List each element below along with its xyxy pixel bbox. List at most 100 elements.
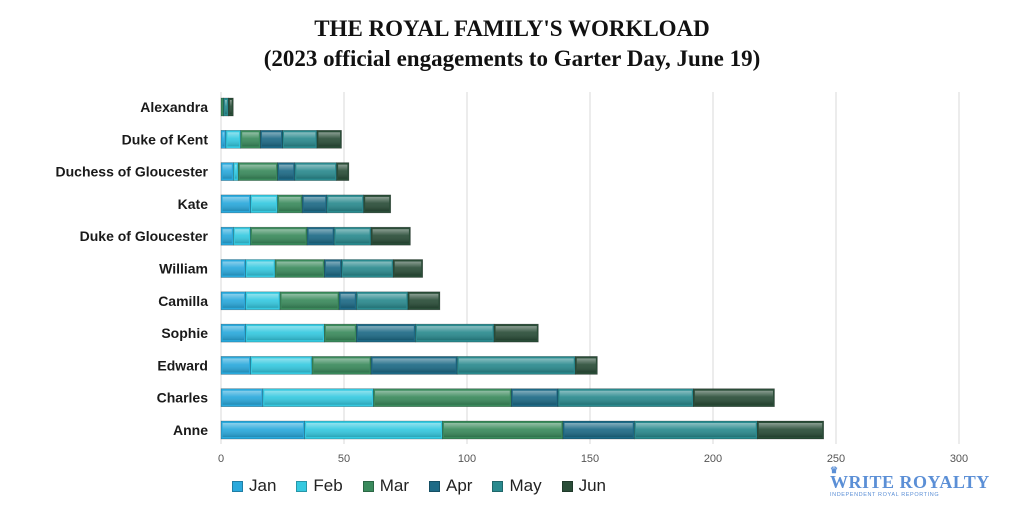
bar-segment-shine — [222, 196, 250, 211]
category-label: Charles — [157, 390, 209, 406]
x-tick-label-100: 100 — [458, 453, 476, 465]
bar-segment-shine — [416, 326, 493, 341]
legend-item-feb: Feb — [296, 476, 343, 496]
bar-segment-shine — [247, 326, 323, 341]
category-label: Duke of Gloucester — [80, 228, 209, 244]
x-tick-labels: 0 50 100 150 200 250 300 — [218, 453, 968, 465]
bar-segment-shine — [357, 326, 414, 341]
bar-segment-shine — [335, 229, 370, 244]
bar-segment-shine — [318, 132, 341, 147]
bar-segment-shine — [222, 229, 232, 244]
category-label: Edward — [157, 357, 208, 373]
bar-segment-mar — [220, 97, 224, 117]
bar-segment-shine — [340, 293, 355, 308]
legend: Jan Feb Mar Apr May Jun — [232, 476, 606, 496]
bar-segment-shine — [229, 100, 232, 114]
bar-segment-shine — [694, 390, 773, 405]
bar-segment-shine — [239, 164, 277, 179]
bar-segment-shine — [343, 261, 392, 276]
legend-item-jan: Jan — [232, 476, 276, 496]
legend-item-jun: Jun — [561, 476, 607, 496]
legend-label: Apr — [446, 476, 473, 495]
bar-segment-shine — [512, 390, 557, 405]
bar-segment-shine — [758, 423, 823, 437]
legend-item-mar: Mar — [362, 476, 409, 496]
category-label: Kate — [178, 196, 209, 212]
crown-icon: ♛ — [830, 465, 839, 475]
x-tick-label-50: 50 — [338, 453, 350, 465]
bar-segment-shine — [313, 358, 370, 373]
bar-segment-shine — [338, 164, 348, 179]
bar-segment-shine — [242, 132, 259, 147]
bar-segment-shine — [564, 423, 633, 437]
bar-segment-shine — [247, 293, 279, 308]
chart-title: THE ROYAL FAMILY'S WORKLOAD (2023 offici… — [0, 14, 1024, 74]
legend-swatch — [492, 480, 504, 492]
legend-label: Feb — [313, 476, 343, 495]
bar-segment-shine — [252, 229, 306, 244]
category-label: Camilla — [158, 293, 208, 309]
bar-segment-shine — [279, 196, 301, 211]
bar-segment-shine — [222, 261, 245, 276]
bar-segment-shine — [394, 261, 422, 276]
bar-segment-shine — [252, 358, 311, 373]
bar-segment-shine — [576, 358, 596, 373]
bar-segment-shine — [328, 196, 363, 211]
bar-segment-shine — [559, 390, 692, 405]
legend-item-apr: Apr — [429, 476, 472, 496]
brand-name: ♛ WRITE ROYALTY — [830, 465, 990, 493]
bar-segment-shine — [325, 261, 341, 276]
bar-segment-shine — [222, 293, 245, 308]
x-tick-label-250: 250 — [827, 453, 845, 465]
bar-segment-shine — [325, 326, 355, 341]
x-tick-label-300: 300 — [950, 453, 968, 465]
bar-segment-shine — [284, 132, 316, 147]
bar-segment-shine — [365, 196, 390, 211]
bar-segment-shine — [252, 196, 277, 211]
category-label: William — [159, 261, 208, 277]
legend-label: Jun — [578, 476, 607, 495]
legend-swatch — [429, 480, 440, 492]
bar-segment-shine — [409, 293, 439, 308]
legend-swatch — [362, 480, 374, 492]
bar-segment-shine — [222, 164, 232, 179]
bar-segment-shine — [296, 164, 336, 179]
bar-segment-shine — [222, 326, 245, 341]
bar-segment-shine — [357, 293, 407, 308]
bar-segment-shine — [372, 358, 456, 373]
brand-name-text: WRITE ROYALTY — [830, 472, 990, 492]
bar-segment-shine — [276, 261, 323, 276]
legend-item-may: May — [492, 476, 542, 496]
legend-label: May — [509, 476, 542, 495]
bar-segment-shine — [234, 164, 237, 179]
legend-swatch — [296, 480, 308, 492]
bar-segment-shine — [264, 390, 373, 405]
legend-label: Mar — [379, 476, 409, 495]
grid-lines — [220, 92, 960, 444]
bar-segments — [220, 97, 825, 440]
category-label: Anne — [173, 422, 208, 438]
bar-segment-shine — [303, 196, 326, 211]
bar-segment-shine — [308, 229, 333, 244]
bar-segment-shine — [375, 390, 510, 405]
bar-segment-shine — [222, 390, 262, 405]
bar-segment-shine — [234, 229, 250, 244]
bar-segment-shine — [222, 358, 250, 373]
brand-logo: ♛ WRITE ROYALTY INDEPENDENT ROYAL REPORT… — [830, 465, 990, 498]
brand-tagline: INDEPENDENT ROYAL REPORTING — [830, 492, 940, 498]
bar-segment-shine — [222, 423, 304, 437]
x-tick-label-200: 200 — [704, 453, 722, 465]
category-labels: Alexandra Duke of Kent Duchess of Gloucest… — [56, 99, 209, 438]
x-tick-label-0: 0 — [218, 453, 224, 465]
bar-segment-shine — [372, 229, 409, 244]
legend-swatch — [232, 480, 243, 492]
bar-segment-shine — [281, 293, 338, 308]
legend-swatch — [561, 480, 573, 492]
bar-segment-shine — [458, 358, 574, 373]
bar-segment-shine — [222, 132, 225, 147]
bar-segment-shine — [279, 164, 294, 179]
x-tick-label-150: 150 — [581, 453, 599, 465]
bar-segment-shine — [635, 423, 756, 437]
bar-segment-shine — [443, 423, 562, 437]
bar-segment-shine — [247, 261, 274, 276]
